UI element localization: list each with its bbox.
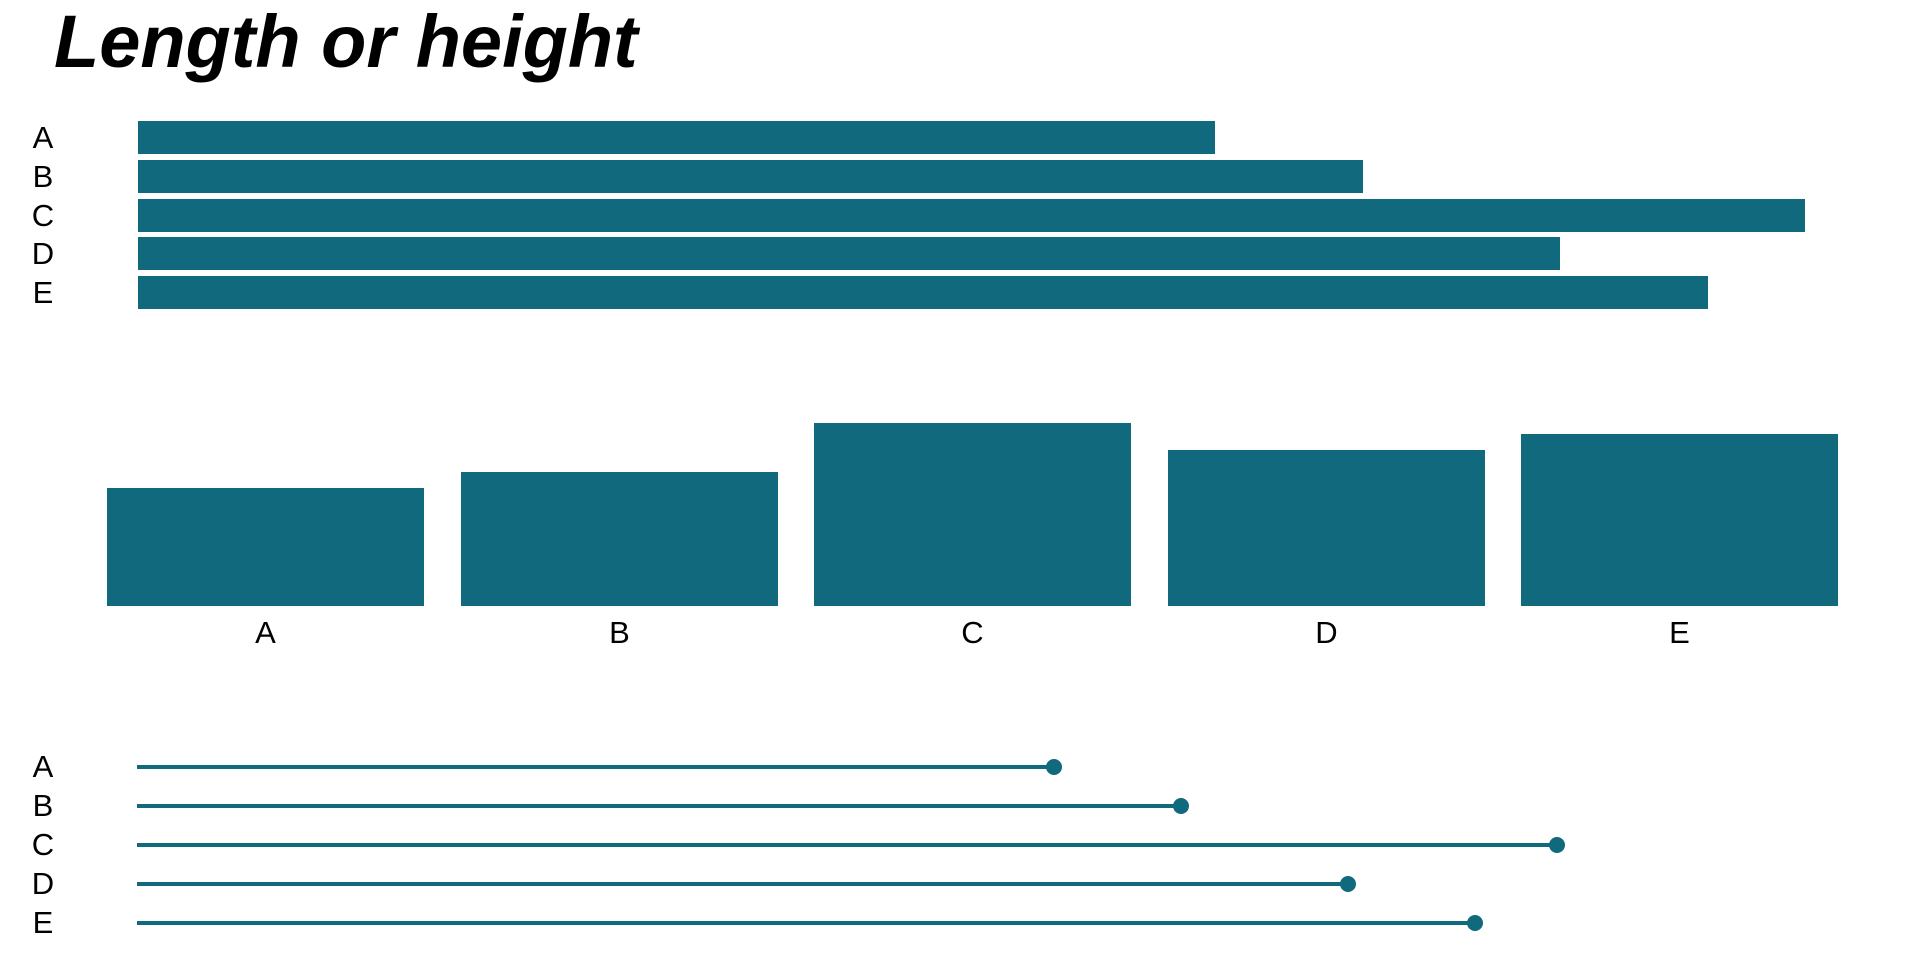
lollipop-row-label: A (32, 749, 54, 784)
lollipop-line (137, 797, 1189, 814)
hbar-row: D (0, 237, 1920, 270)
lollipop-row-label: B (32, 788, 54, 823)
vbar-label: E (1669, 615, 1690, 650)
lollipop-row-label: C (31, 827, 55, 862)
lollipop-dot (1466, 914, 1483, 931)
lollipop-row-label: D (31, 866, 55, 901)
hbar-row: C (0, 199, 1920, 232)
lollipop-line (137, 914, 1483, 931)
hbar-row: B (0, 160, 1920, 193)
vbar-label: D (1315, 615, 1338, 650)
lollipop-row: A (0, 750, 1920, 783)
lollipop-row-label: E (32, 905, 54, 940)
lollipop-dot (1549, 836, 1565, 853)
vbar-label: C (961, 615, 984, 650)
vbar-label: B (609, 615, 630, 650)
hbar-row-label: C (31, 198, 55, 233)
lollipop-line (137, 836, 1565, 853)
vbar-label: A (255, 615, 276, 650)
lollipop-row: D (0, 867, 1920, 900)
lollipop-row: C (0, 828, 1920, 861)
lollipop-row: B (0, 789, 1920, 822)
hbar-row-label: A (32, 120, 54, 155)
hbar-row-label: D (31, 236, 55, 271)
hbar-row-label: B (32, 159, 54, 194)
lollipop-line (137, 758, 1063, 775)
vbar (814, 423, 1131, 606)
vertical-bar-chart: A B C D E (0, 423, 1920, 653)
page-title: Length or height (54, 0, 638, 83)
lollipop-line (137, 875, 1357, 892)
vbar (461, 471, 778, 606)
hbar (138, 199, 1805, 232)
vbar (107, 487, 424, 606)
lollipop-row: E (0, 906, 1920, 939)
lollipop-dot (1046, 758, 1063, 775)
hbar-row: A (0, 121, 1920, 154)
hbar (138, 121, 1215, 154)
hbar (138, 276, 1709, 309)
vbar (1521, 433, 1838, 606)
hbar-row: E (0, 276, 1920, 309)
lollipop-dot (1340, 875, 1357, 892)
lollipop-dot (1172, 797, 1189, 814)
hbar-row-label: E (32, 275, 54, 310)
lollipop-chart: A B C D E (0, 750, 1920, 942)
hbar (138, 237, 1560, 270)
vbar (1168, 449, 1485, 606)
hbar (138, 160, 1364, 193)
horizontal-bar-chart: A B C D E (0, 121, 1920, 311)
vbar-plot-area (0, 423, 1920, 606)
